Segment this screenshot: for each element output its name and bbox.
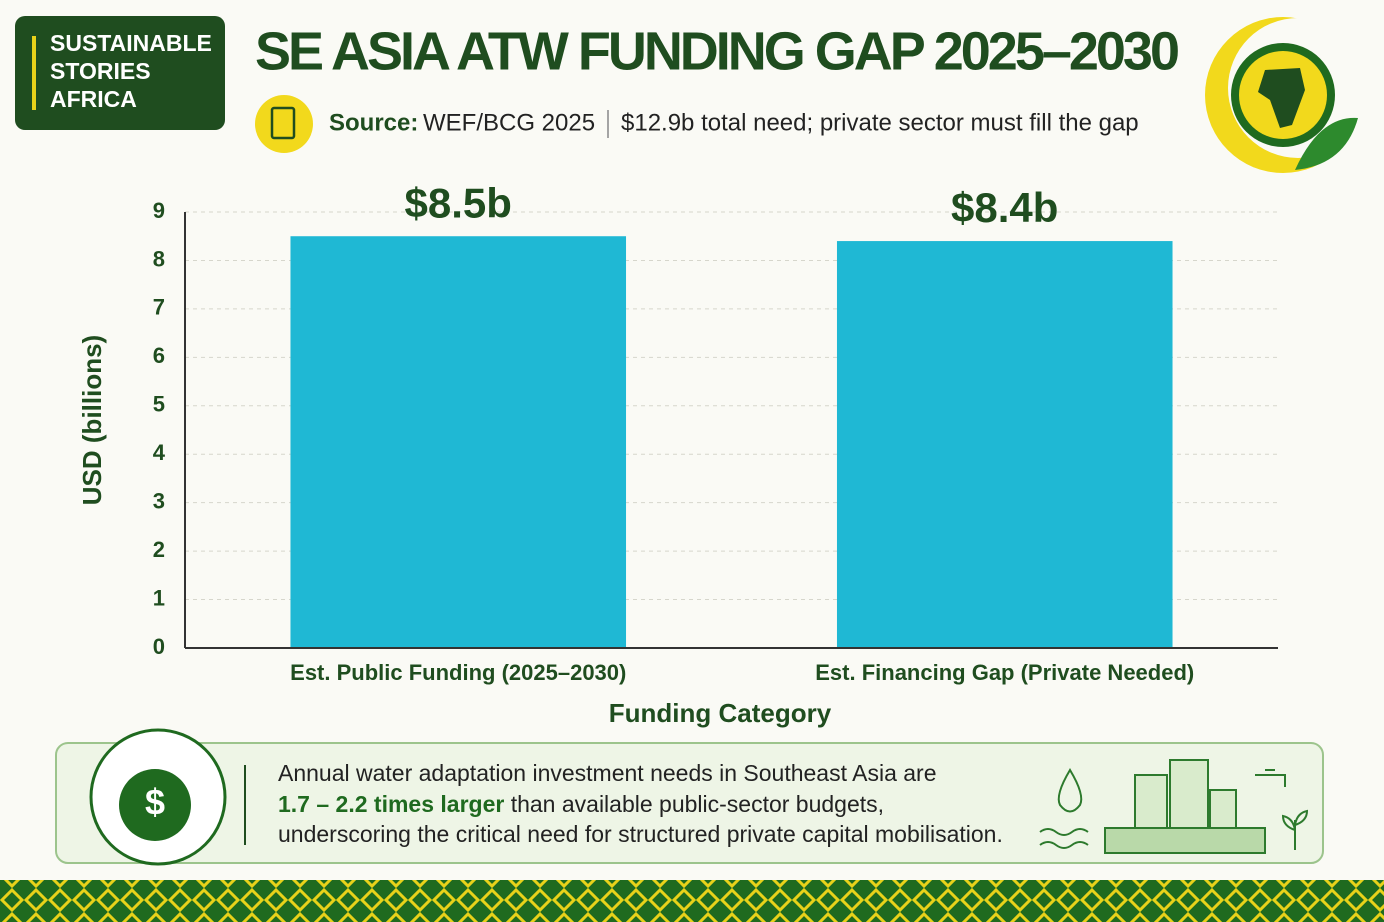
y-tick-label: 3: [153, 488, 165, 513]
source: WEF/BCG 2025: [423, 109, 595, 136]
source-icon: [255, 95, 313, 153]
y-tick-label: 1: [153, 585, 165, 610]
y-axis-title: USD (billions): [77, 335, 107, 505]
note-box: [55, 742, 1324, 864]
source-label: Source:: [329, 109, 418, 136]
source-icon-doc: [270, 106, 296, 140]
footer-pattern: [0, 880, 1384, 922]
brand-line: SUSTAINABLE: [50, 30, 212, 56]
note-icon-symbol: $: [145, 782, 165, 823]
note-line: underscoring the critical need for struc…: [278, 821, 1003, 847]
note-bold: 1.7 – 2.2 times larger: [278, 791, 504, 817]
note-icon-bag: [119, 769, 191, 841]
logo-africa: [1258, 68, 1305, 128]
note-line: Annual water adaptation investment needs…: [278, 760, 937, 786]
note-illustration: [1039, 759, 1309, 854]
brand-line: STORIES: [50, 58, 151, 84]
chart: 0 1 2 3 4 5 6 7 8 9 Est. Public Funding (2025–2030…: [153, 179, 1278, 685]
y-tick-label: 4: [153, 440, 166, 465]
title: SE ASIA ATW FUNDING GAP 2025–2030: [255, 21, 1180, 81]
x-axis-title: Funding Category: [609, 698, 832, 728]
bar: [836, 241, 1173, 649]
note-line: 1.7 – 2.2 times larger than available pu…: [278, 791, 884, 817]
brand-box: [15, 16, 225, 130]
value-label: $8.4b: [951, 184, 1058, 231]
value-label: $8.5b: [405, 179, 512, 226]
y-tick-label: 5: [153, 392, 165, 417]
y-tick-label: 9: [153, 198, 165, 223]
y-tick-label: 6: [153, 343, 165, 368]
y-tick-label: 8: [153, 246, 165, 271]
brand-accent: [32, 36, 36, 110]
x-tick-label: Est. Financing Gap (Private Needed): [815, 660, 1194, 685]
bar: [290, 236, 627, 648]
x-tick-label: Est. Public Funding (2025–2030): [290, 660, 626, 685]
logo-leaf: [1295, 117, 1358, 170]
y-tick-label: 0: [153, 634, 165, 659]
note-text: than available public-sector budgets,: [504, 791, 884, 817]
y-tick-label: 7: [153, 295, 165, 320]
y-tick-label: 2: [153, 537, 165, 562]
subtitle: $12.9b total need; private sector must f…: [621, 109, 1139, 136]
brand-line: AFRICA: [50, 86, 137, 112]
